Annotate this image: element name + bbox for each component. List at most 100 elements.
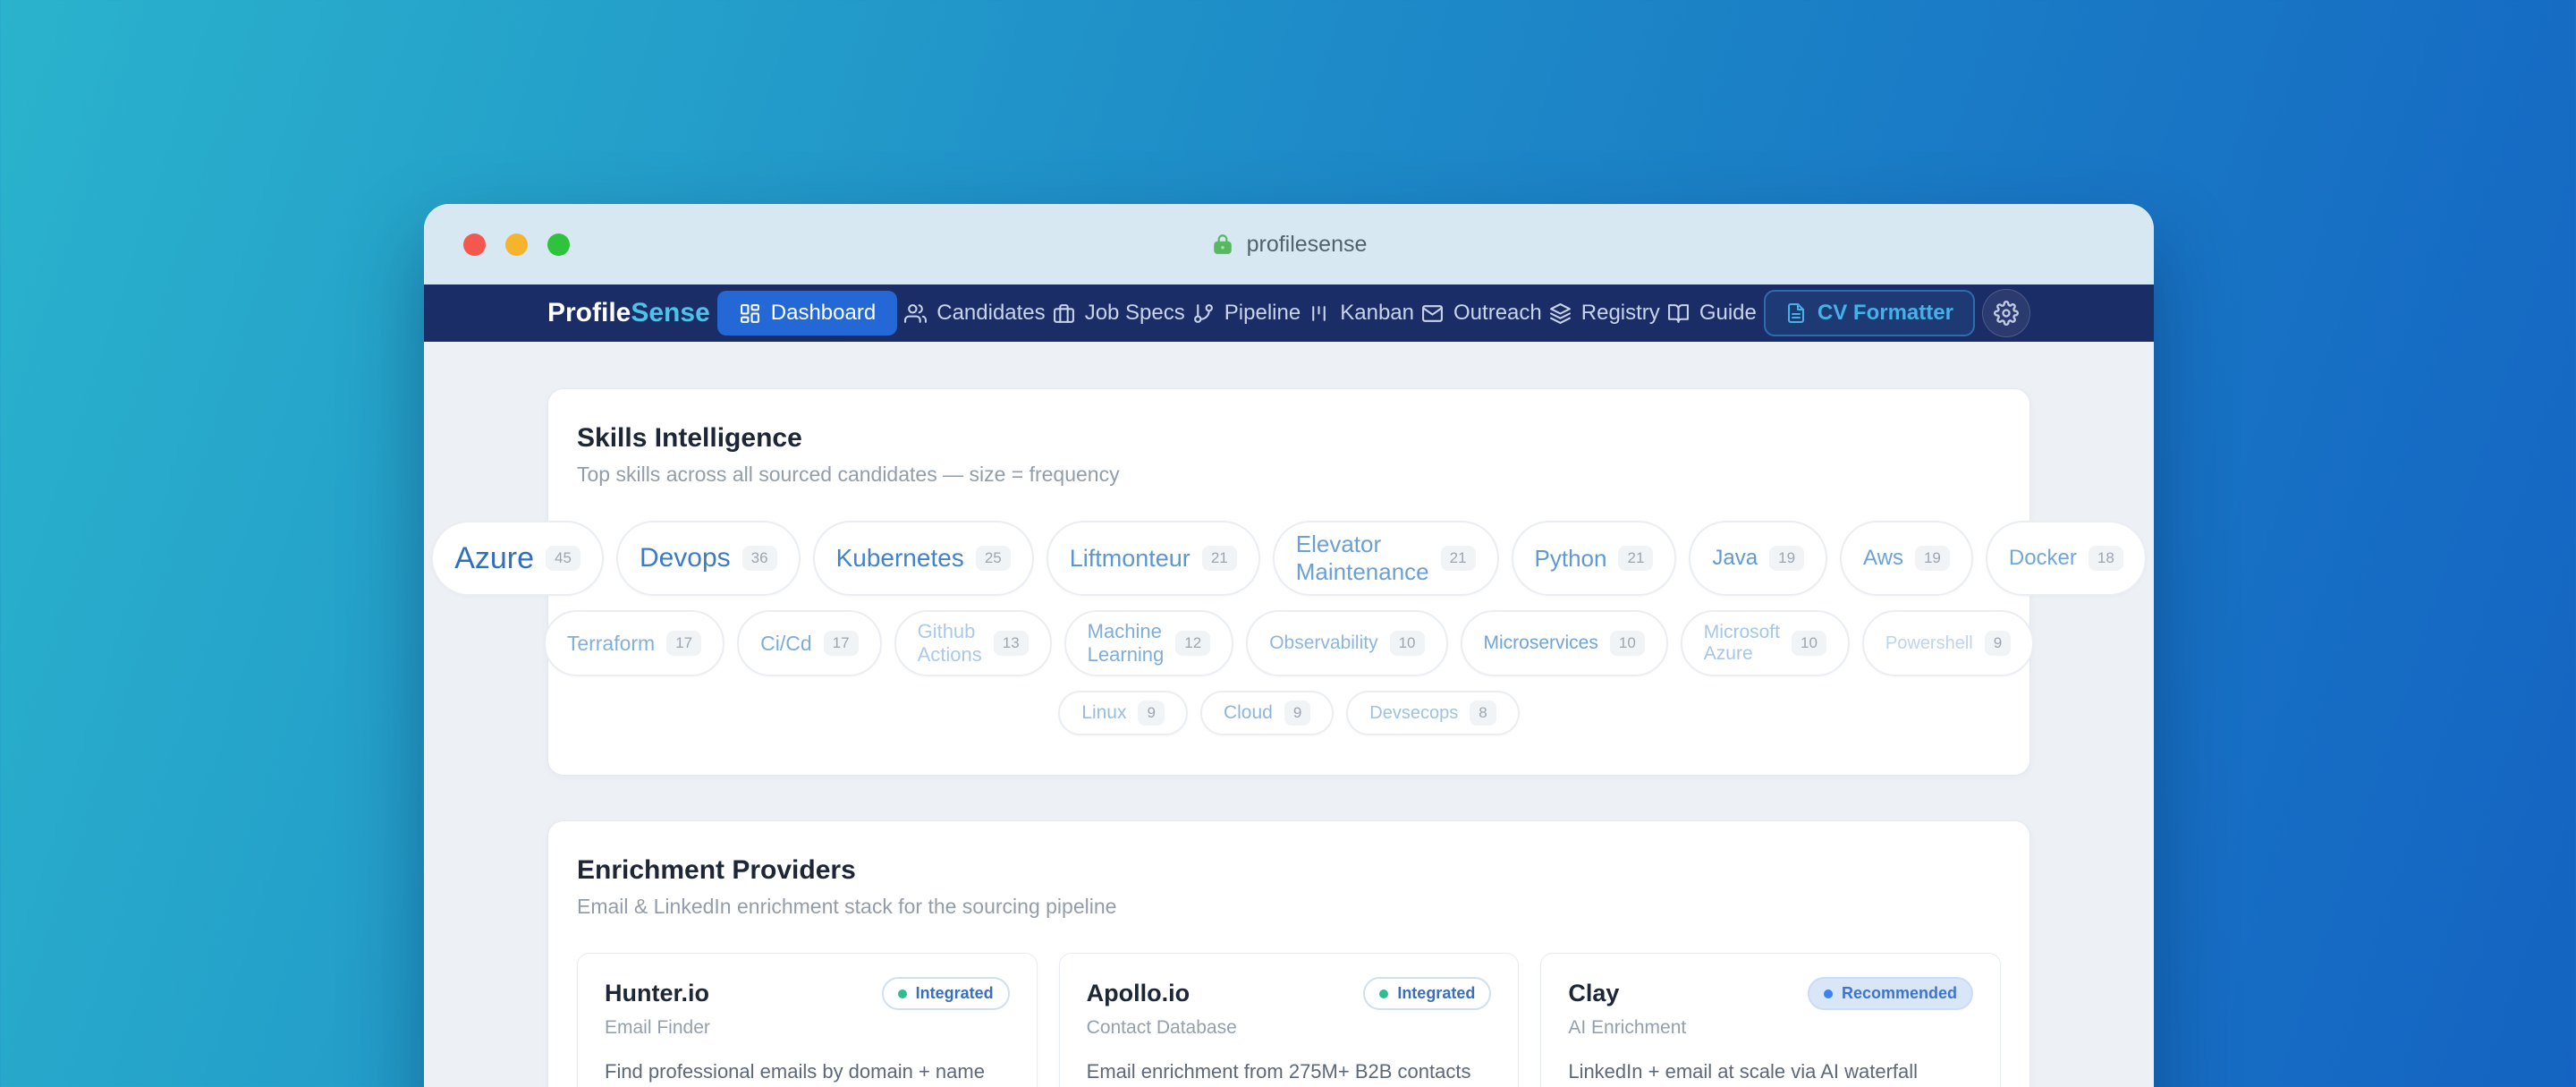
tab-dashboard[interactable]: Dashboard [716, 291, 898, 335]
skill-tag-name: Observability [1269, 633, 1378, 653]
provider-status-badge: Recommended [1807, 977, 1973, 1010]
skills-subtitle: Top skills across all sourced candidates… [577, 463, 1120, 486]
layers-icon [1549, 302, 1571, 324]
skill-tag-count: 25 [975, 546, 1011, 571]
skill-tag-name: Machine Learning [1087, 620, 1165, 666]
skill-tag[interactable]: Aws 19 [1840, 521, 1973, 596]
provider-badge-label: Recommended [1841, 984, 1957, 1002]
skill-tag[interactable]: Devsecops 8 [1346, 691, 1520, 735]
skill-tag[interactable]: Java 19 [1689, 521, 1828, 596]
settings-button[interactable] [1981, 289, 2030, 337]
skill-tag[interactable]: Docker 18 [1985, 521, 2147, 596]
skill-tag[interactable]: Microsoft Azure 10 [1680, 610, 1850, 676]
skill-tag-count: 18 [2088, 546, 2123, 571]
gear-icon [1994, 301, 2019, 326]
skill-tag[interactable]: Observability 10 [1246, 610, 1448, 676]
skill-tag[interactable]: Ci/Cd 17 [737, 610, 882, 676]
skill-tag[interactable]: Microservices 10 [1460, 610, 1668, 676]
kanban-icon [1312, 305, 1326, 321]
briefcase-icon [1053, 303, 1074, 323]
skill-tag-count: 17 [666, 631, 702, 656]
skill-tag[interactable]: Terraform 17 [543, 610, 725, 676]
provider-badge-label: Integrated [1397, 984, 1476, 1002]
skill-tag-count: 19 [1914, 546, 1950, 571]
status-dot-icon [897, 989, 907, 998]
tab-pipeline[interactable]: Pipeline [1192, 301, 1301, 326]
skill-tag[interactable]: Python 21 [1511, 521, 1677, 596]
skill-tag-name: Azure [454, 540, 535, 575]
provider-name: Hunter.io [605, 980, 710, 1006]
skill-tag[interactable]: Github Actions 13 [894, 610, 1052, 676]
skill-tag[interactable]: Elevator Maintenance 21 [1272, 521, 1499, 596]
provider-category: Contact Database [1086, 1017, 1237, 1038]
close-window-button[interactable] [463, 233, 486, 256]
skill-tag-count: 21 [1618, 546, 1654, 571]
provider-category: Email Finder [605, 1017, 710, 1038]
skill-tag-count: 10 [1791, 631, 1826, 656]
app-navbar: ProfileSense Dashboard Candidates Job Sp… [424, 284, 2154, 342]
skill-tag-name: Elevator Maintenance [1295, 531, 1429, 585]
skill-tag-count: 19 [1769, 546, 1805, 571]
skill-tag-name: Ci/Cd [760, 631, 812, 655]
skill-tag-name: Liftmonteur [1069, 544, 1191, 572]
maximize-window-button[interactable] [547, 233, 570, 256]
skill-tag[interactable]: Liftmonteur 21 [1046, 521, 1260, 596]
skill-tag-name: Python [1534, 544, 1607, 572]
lock-icon [1213, 234, 1232, 254]
provider-card: Clay Recommended AI Enrichment LinkedIn … [1540, 953, 2001, 1087]
skill-tag[interactable]: Devops 36 [615, 521, 801, 596]
skill-tag[interactable]: Linux 9 [1058, 691, 1188, 735]
enrichment-providers-panel: Enrichment Providers Email & LinkedIn en… [547, 820, 2030, 1087]
provider-card: Apollo.io Integrated Contact Database Em… [1058, 953, 1520, 1087]
tab-candidates[interactable]: Candidates [904, 301, 1046, 326]
mail-icon [1422, 304, 1443, 322]
skill-tag-count: 17 [823, 631, 859, 656]
dashboard-grid-icon [740, 303, 759, 323]
skill-tag-name: Kubernetes [835, 544, 964, 572]
skill-tag[interactable]: Powershell 9 [1861, 610, 2035, 676]
skill-tag[interactable]: Azure 45 [431, 521, 604, 596]
nav-label: Pipeline [1224, 301, 1301, 325]
browser-titlebar: profilesense [424, 204, 2154, 284]
skill-tag-name: Microservices [1483, 633, 1598, 653]
nav-label: Candidates [936, 301, 1046, 325]
branch-icon [1193, 303, 1213, 323]
provider-status-badge: Integrated [1363, 977, 1492, 1010]
provider-category: AI Enrichment [1568, 1017, 1687, 1038]
nav-label: Job Specs [1084, 301, 1185, 325]
skill-tag[interactable]: Cloud 9 [1199, 691, 1335, 735]
skill-tag[interactable]: Machine Learning 12 [1063, 610, 1234, 676]
skill-tag-count: 8 [1470, 701, 1496, 726]
skill-tag-count: 9 [1284, 701, 1311, 726]
tab-outreach[interactable]: Outreach [1421, 301, 1542, 326]
skill-tag-name: Terraform [566, 631, 656, 655]
skill-tag-count: 10 [1389, 631, 1425, 656]
provider-description: Find professional emails by domain + nam… [605, 1060, 985, 1083]
tab-kanban[interactable]: Kanban [1308, 301, 1414, 326]
document-icon [1787, 303, 1804, 323]
provider-name: Apollo.io [1086, 980, 1191, 1006]
main-content: Skills Intelligence Top skills across al… [424, 342, 2154, 1087]
tab-registry[interactable]: Registry [1549, 301, 1660, 326]
skill-tag-name: Powershell [1885, 633, 1973, 653]
url-title: profilesense [1211, 232, 1367, 258]
brand-logo[interactable]: ProfileSense [547, 298, 710, 327]
tab-job-specs[interactable]: Job Specs [1053, 301, 1185, 326]
skill-tag[interactable]: Kubernetes 25 [812, 521, 1034, 596]
providers-title: Enrichment Providers [577, 855, 856, 885]
skill-tag-name: Java [1712, 546, 1758, 570]
skill-tag-name: Linux [1081, 702, 1127, 723]
nav-label: Registry [1580, 301, 1660, 325]
provider-name: Clay [1568, 980, 1620, 1006]
provider-card: Hunter.io Integrated Email Finder Find p… [577, 953, 1038, 1087]
minimize-window-button[interactable] [505, 233, 528, 256]
skill-tag-count: 10 [1609, 631, 1645, 656]
cv-formatter-button[interactable]: CV Formatter [1763, 290, 1975, 336]
skill-tag-name: Docker [2008, 546, 2077, 570]
nav-label: Outreach [1453, 301, 1542, 325]
users-icon [904, 303, 928, 323]
skill-tag-name: Devops [639, 543, 731, 573]
skill-tag-count: 45 [546, 546, 580, 571]
provider-description: Email enrichment from 275M+ B2B contacts [1086, 1060, 1471, 1083]
tab-guide[interactable]: Guide [1667, 301, 1757, 326]
